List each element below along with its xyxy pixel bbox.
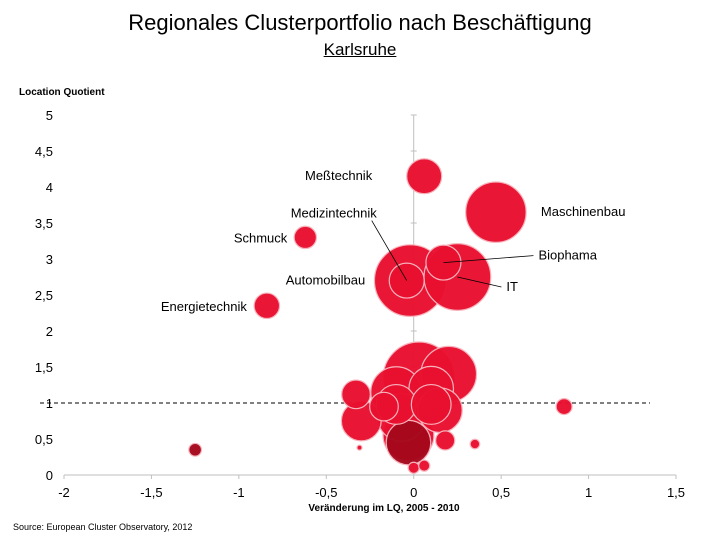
bubble-energietechnik — [253, 292, 281, 320]
bubble — [469, 438, 481, 450]
y-tick-label: 2,5 — [35, 288, 53, 303]
chart-title: Regionales Clusterportfolio nach Beschäf… — [128, 10, 592, 35]
y-tick-label: 3,5 — [35, 216, 53, 231]
y-tick-label: 0 — [46, 468, 53, 483]
chart-subtitle: Karlsruhe — [0, 40, 720, 60]
label-biophama: Biophama — [538, 248, 597, 263]
bubble-labels: Meßtechnik Maschinenbau Schmuck Automobilba… — [161, 168, 626, 314]
x-tick-label: -0,5 — [315, 485, 337, 500]
label-maschinenbau: Maschinenbau — [541, 204, 626, 219]
x-axis-title: Veränderung im LQ, 2005 - 2010 — [308, 503, 460, 514]
bubble — [341, 379, 371, 410]
x-tick-label: 1,5 — [667, 485, 685, 500]
source-note: Source: European Cluster Observatory, 20… — [13, 522, 193, 532]
bubble-maschinenbau — [465, 181, 527, 244]
y-tick-label: 0,5 — [35, 432, 53, 447]
chart-subtitle-text: Karlsruhe — [323, 40, 397, 59]
leader-line-medizintechnik — [371, 220, 408, 281]
bubble — [410, 383, 452, 425]
label-energietechnik: Energietechnik — [161, 299, 247, 314]
y-tick-label: 5 — [46, 108, 53, 123]
label-it: IT — [506, 279, 518, 294]
label-automobilbau: Automobilbau — [286, 273, 366, 288]
x-tick-label: 0,5 — [492, 485, 510, 500]
bubble — [407, 461, 420, 474]
bubble-schmuck — [293, 225, 318, 250]
x-tick-label: -2 — [58, 485, 70, 500]
y-tick-label: 4 — [46, 180, 53, 195]
bubble — [385, 419, 432, 466]
bubble — [435, 430, 456, 451]
leader-line-biophama — [443, 255, 534, 263]
x-tick-label: 0 — [410, 485, 417, 500]
label-schmuck: Schmuck — [234, 230, 288, 245]
label-meßtechnik: Meßtechnik — [305, 168, 373, 183]
leader-line-it — [457, 276, 502, 288]
x-tick-label: -1 — [233, 485, 245, 500]
y-tick-label: 3 — [46, 252, 53, 267]
bubble — [369, 391, 399, 422]
bubble — [418, 459, 431, 472]
bubble-series — [188, 158, 573, 474]
y-tick-label: 4,5 — [35, 144, 53, 159]
y-axis-title: Location Quotient — [19, 87, 105, 98]
y-tick-label: 2 — [46, 324, 53, 339]
chart-axes: -2-1,5-1-0,500,511,500,511,522,533,544,5… — [35, 108, 685, 500]
bubble — [356, 444, 363, 451]
bubble-meßtechnik — [406, 158, 443, 195]
bubble — [188, 442, 203, 457]
bubble — [555, 398, 573, 416]
x-tick-label: 1 — [585, 485, 592, 500]
x-tick-label: -1,5 — [140, 485, 162, 500]
y-tick-label: 1,5 — [35, 360, 53, 375]
label-medizintechnik: Medizintechnik — [291, 206, 377, 221]
